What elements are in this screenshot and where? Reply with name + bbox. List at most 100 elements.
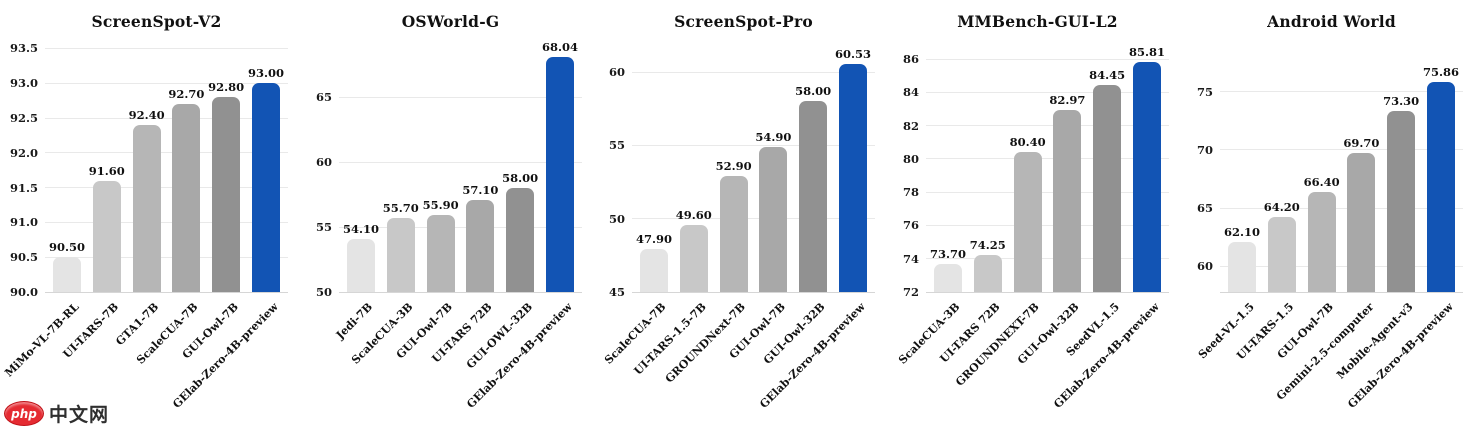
bar-value-label: 62.10 bbox=[1223, 224, 1260, 239]
y-tick-label: 72 bbox=[902, 285, 919, 299]
bar-value-label: 58.00 bbox=[795, 84, 832, 99]
bar-value-label: 84.45 bbox=[1089, 67, 1126, 82]
plot-area: 45 50 55 60 47.90 ScaleCUA-7B 49.60 UI-TARS-1.5… bbox=[587, 0, 880, 427]
y-tick-label: 93.5 bbox=[9, 41, 38, 56]
bar-value-label: 66.40 bbox=[1303, 174, 1340, 189]
y-gridline bbox=[45, 256, 288, 258]
y-gridline bbox=[926, 91, 1169, 93]
bar-value-label: 58.00 bbox=[502, 171, 539, 185]
bar-value-label: 60.53 bbox=[834, 47, 871, 62]
y-gridline bbox=[45, 117, 288, 119]
bar-value-label: 91.60 bbox=[88, 163, 125, 178]
php-logo-text: php bbox=[11, 406, 37, 421]
x-axis-line bbox=[45, 292, 288, 293]
y-tick-label: 74 bbox=[902, 251, 919, 266]
y-tick-label: 91.0 bbox=[9, 215, 38, 230]
bar bbox=[719, 176, 748, 292]
bar-value-label: 74.25 bbox=[969, 237, 1006, 252]
y-gridline bbox=[45, 221, 288, 223]
bar bbox=[546, 57, 574, 292]
bar bbox=[386, 217, 415, 292]
bar-value-label: 92.80 bbox=[208, 80, 245, 95]
bar-value-label: 73.70 bbox=[929, 246, 966, 261]
bar bbox=[934, 263, 962, 292]
x-tick-label: UI-TARS-1.5-7B bbox=[631, 300, 709, 378]
y-gridline bbox=[1220, 91, 1463, 93]
y-gridline bbox=[632, 218, 875, 220]
bar bbox=[799, 101, 828, 292]
bar bbox=[1228, 241, 1256, 292]
y-gridline bbox=[632, 144, 875, 146]
chart-title: Android World bbox=[1267, 12, 1396, 31]
y-tick-label: 70 bbox=[1196, 142, 1213, 157]
y-tick-label: 55 bbox=[608, 138, 625, 153]
bar bbox=[1347, 153, 1376, 292]
y-gridline bbox=[1220, 265, 1463, 267]
y-gridline bbox=[1220, 207, 1463, 209]
bar bbox=[679, 224, 708, 292]
bar-value-label: 55.90 bbox=[422, 198, 459, 213]
y-tick-label: 60 bbox=[1196, 259, 1213, 274]
y-tick-label: 75 bbox=[1196, 84, 1213, 99]
y-gridline bbox=[926, 224, 1169, 226]
bar-value-label: 49.60 bbox=[675, 207, 712, 222]
bar-value-label: 93.00 bbox=[247, 66, 284, 81]
bar-value-label: 55.70 bbox=[382, 200, 419, 215]
y-gridline bbox=[926, 125, 1169, 127]
bar-value-label: 92.40 bbox=[128, 108, 165, 122]
x-axis-line bbox=[926, 292, 1169, 293]
plot-area: 50 55 60 65 54.10 Jedi-7B 55.70 ScaleCUA-3B 55.9… bbox=[294, 0, 587, 427]
y-tick-label: 93.0 bbox=[9, 76, 38, 91]
y-gridline bbox=[339, 161, 582, 163]
bar bbox=[92, 180, 121, 292]
bar bbox=[1267, 217, 1296, 292]
y-tick-label: 65 bbox=[315, 90, 332, 104]
bar-value-label: 47.90 bbox=[635, 232, 672, 247]
y-gridline bbox=[926, 58, 1169, 60]
y-tick-label: 45 bbox=[608, 285, 625, 299]
php-cn-watermark: php 中文网 bbox=[4, 401, 109, 426]
y-tick-label: 90.5 bbox=[9, 250, 38, 265]
chart-android-world: Android World 60 65 70 75 62.10 Seed-VL-1.5 64… bbox=[1175, 0, 1468, 427]
bar bbox=[172, 104, 201, 292]
bar-value-label: 54.90 bbox=[755, 129, 792, 144]
plot-area: 72 74 76 78 80 82 84 86 73.70 ScaleCUA-3B 74.25 UI-… bbox=[881, 0, 1174, 427]
y-tick-label: 86 bbox=[902, 52, 919, 67]
bar-value-label: 73.30 bbox=[1383, 94, 1420, 109]
bar bbox=[252, 83, 280, 292]
y-tick-label: 84 bbox=[902, 85, 919, 100]
bar-value-label: 68.04 bbox=[541, 40, 578, 55]
y-gridline bbox=[926, 191, 1169, 193]
bar bbox=[53, 257, 81, 292]
x-axis-line bbox=[632, 292, 875, 293]
bar-value-label: 57.10 bbox=[462, 182, 499, 197]
plot-area: 60 65 70 75 62.10 Seed-VL-1.5 64.20 UI-TARS-1.5… bbox=[1175, 0, 1468, 427]
bar bbox=[640, 249, 668, 292]
y-tick-label: 76 bbox=[902, 218, 919, 233]
bar-value-label: 64.20 bbox=[1263, 200, 1300, 215]
bar bbox=[1133, 62, 1161, 292]
bar-value-label: 85.81 bbox=[1128, 45, 1165, 60]
bar bbox=[1307, 191, 1336, 292]
bar bbox=[839, 64, 867, 292]
bar bbox=[347, 238, 375, 292]
y-gridline bbox=[45, 82, 288, 84]
bar bbox=[1093, 84, 1122, 292]
chart-title: MMBench-GUI-L2 bbox=[957, 12, 1118, 31]
y-tick-label: 92.5 bbox=[9, 111, 38, 126]
chart-title: ScreenSpot-Pro bbox=[674, 12, 813, 31]
php-logo-icon: php bbox=[4, 401, 44, 426]
y-gridline bbox=[632, 71, 875, 73]
y-gridline bbox=[339, 96, 582, 98]
chart-screenspot-v2: ScreenSpot-V2 90.0 90.5 91.0 91.5 92.0 92.5 93… bbox=[0, 0, 293, 427]
bar-value-label: 82.97 bbox=[1049, 92, 1086, 107]
y-gridline bbox=[926, 258, 1169, 260]
y-gridline bbox=[45, 47, 288, 49]
y-gridline bbox=[45, 152, 288, 154]
chart-osworld-g: OSWorld-G 50 55 60 65 54.10 Jedi-7B 55.70 Scale… bbox=[294, 0, 587, 427]
bar bbox=[426, 215, 455, 292]
y-tick-label: 50 bbox=[608, 211, 625, 226]
bar bbox=[212, 97, 241, 292]
y-tick-label: 60 bbox=[315, 155, 332, 169]
